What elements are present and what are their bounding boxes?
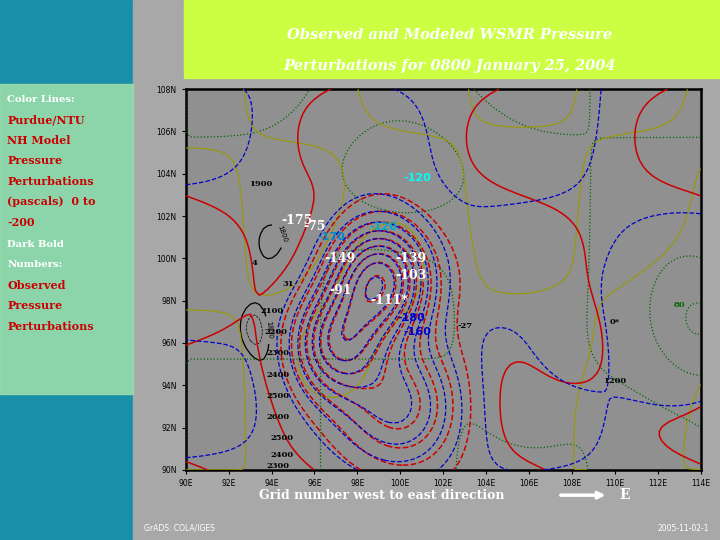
Text: 1800: 1800 (276, 224, 288, 243)
Text: (pascals)  0 to: (pascals) 0 to (7, 197, 96, 207)
Text: Perturbations for 0800 January 25, 2004: Perturbations for 0800 January 25, 2004 (284, 59, 616, 73)
Text: -120: -120 (403, 173, 431, 183)
Text: -180: -180 (397, 313, 425, 322)
Text: 1800: 1800 (265, 321, 273, 339)
Text: -200: -200 (7, 217, 35, 228)
Text: E: E (619, 488, 630, 502)
Text: 2600: 2600 (266, 413, 289, 421)
Text: -175: -175 (282, 214, 313, 227)
Text: Color Lines:: Color Lines: (7, 96, 75, 104)
Bar (0, 84, 133, 394)
Text: 2200: 2200 (264, 328, 287, 336)
Text: Pressure: Pressure (7, 300, 63, 311)
Bar (133, 0, 720, 540)
Text: GrADS: COLA/IGES: GrADS: COLA/IGES (144, 524, 215, 532)
Text: -120: -120 (369, 221, 397, 232)
Text: 2005-11-02-1: 2005-11-02-1 (657, 524, 709, 532)
Text: Purdue/NTU: Purdue/NTU (7, 114, 85, 125)
Text: 2100: 2100 (260, 307, 283, 315)
Text: -103: -103 (395, 269, 427, 282)
Bar (184, 0, 720, 78)
Text: Grid number west to east direction: Grid number west to east direction (259, 489, 505, 502)
Text: NH Model: NH Model (7, 135, 71, 146)
Text: -170: -170 (318, 232, 346, 242)
Text: -111*: -111* (371, 294, 408, 307)
Text: -149: -149 (325, 252, 356, 265)
Text: 2500: 2500 (271, 434, 294, 442)
Text: 2400: 2400 (266, 370, 289, 379)
Text: -139: -139 (395, 252, 426, 265)
Text: Pressure: Pressure (7, 156, 63, 166)
Text: Perturbations: Perturbations (7, 176, 94, 187)
Text: Observed and Modeled WSMR Pressure: Observed and Modeled WSMR Pressure (287, 28, 613, 42)
Text: 2400: 2400 (271, 451, 294, 459)
Text: 2500: 2500 (266, 392, 289, 400)
Text: -91: -91 (329, 284, 351, 296)
Text: Perturbations: Perturbations (7, 321, 94, 332)
Text: -75: -75 (303, 220, 325, 233)
Text: -27: -27 (457, 322, 472, 330)
Text: 1200: 1200 (603, 377, 626, 385)
Text: 31: 31 (283, 280, 294, 288)
Text: 0*: 0* (610, 318, 620, 326)
Text: 1900: 1900 (249, 180, 272, 188)
Text: 2300: 2300 (266, 462, 289, 470)
Text: 4: 4 (251, 259, 257, 267)
Text: 80: 80 (673, 301, 685, 309)
Text: Dark Bold: Dark Bold (7, 240, 64, 248)
Text: 2300: 2300 (266, 349, 289, 357)
Text: -160: -160 (403, 327, 431, 338)
Text: Observed: Observed (7, 280, 66, 291)
Text: Numbers:: Numbers: (7, 260, 63, 269)
